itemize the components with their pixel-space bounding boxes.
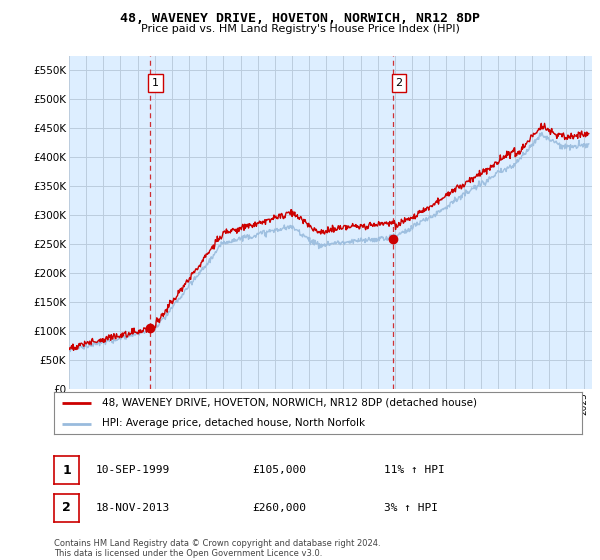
Text: Contains HM Land Registry data © Crown copyright and database right 2024.
This d: Contains HM Land Registry data © Crown c… xyxy=(54,539,380,558)
Text: 48, WAVENEY DRIVE, HOVETON, NORWICH, NR12 8DP (detached house): 48, WAVENEY DRIVE, HOVETON, NORWICH, NR1… xyxy=(101,398,476,408)
Text: 1: 1 xyxy=(62,464,71,477)
Text: HPI: Average price, detached house, North Norfolk: HPI: Average price, detached house, Nort… xyxy=(101,418,365,428)
Text: £260,000: £260,000 xyxy=(252,503,306,513)
Text: 2: 2 xyxy=(395,78,403,88)
Text: Price paid vs. HM Land Registry's House Price Index (HPI): Price paid vs. HM Land Registry's House … xyxy=(140,24,460,34)
Text: 48, WAVENEY DRIVE, HOVETON, NORWICH, NR12 8DP: 48, WAVENEY DRIVE, HOVETON, NORWICH, NR1… xyxy=(120,12,480,25)
Text: 18-NOV-2013: 18-NOV-2013 xyxy=(96,503,170,513)
Text: 3% ↑ HPI: 3% ↑ HPI xyxy=(384,503,438,513)
Text: 2: 2 xyxy=(62,501,71,515)
Text: 11% ↑ HPI: 11% ↑ HPI xyxy=(384,465,445,475)
Text: £105,000: £105,000 xyxy=(252,465,306,475)
Text: 10-SEP-1999: 10-SEP-1999 xyxy=(96,465,170,475)
Text: 1: 1 xyxy=(152,78,159,88)
